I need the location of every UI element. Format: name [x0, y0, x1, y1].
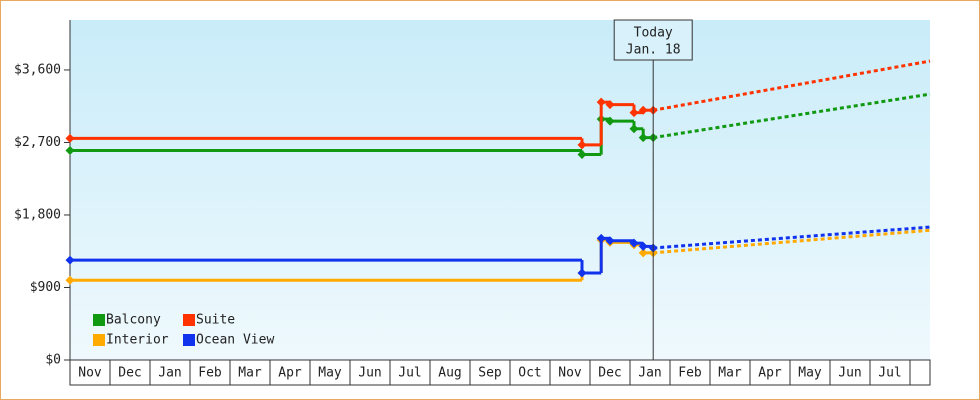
forecast-line [652, 59, 931, 112]
point [65, 275, 75, 285]
today-date: Jan. 18 [626, 43, 681, 58]
legend-swatch [93, 314, 105, 326]
x-tick-label: Mar [718, 366, 742, 381]
x-tick-label: Feb [678, 366, 702, 381]
point [638, 241, 648, 251]
x-tick-label: Jul [878, 366, 901, 381]
forecast-line [652, 92, 931, 140]
y-tick-label: $2,700 [14, 135, 61, 150]
x-tick-label: May [798, 366, 822, 381]
point [605, 236, 615, 246]
point [629, 124, 639, 134]
point [596, 97, 606, 107]
point [577, 268, 587, 278]
legend-label: Balcony [106, 313, 161, 328]
x-tick-label: Feb [198, 366, 222, 381]
forecast-line [653, 225, 931, 250]
point [65, 255, 75, 265]
legend-label: Ocean View [196, 333, 274, 348]
x-tick-label: Dec [118, 366, 141, 381]
point [596, 233, 606, 243]
point [638, 133, 648, 143]
plot-area [70, 20, 930, 360]
x-tick-label: Aug [438, 366, 461, 381]
x-tick-label: Jan [638, 366, 661, 381]
x-tick-label: Oct [518, 366, 541, 381]
point [629, 108, 639, 118]
x-tick-label: May [318, 366, 342, 381]
x-tick-label: Nov [558, 366, 582, 381]
y-tick-label: $0 [45, 353, 61, 368]
today-label: Today [634, 26, 673, 41]
point [605, 116, 615, 126]
x-tick-label: Apr [758, 366, 782, 381]
today-box [613, 19, 693, 61]
point [605, 100, 615, 110]
point [638, 105, 648, 115]
y-tick-label: $1,800 [14, 207, 61, 222]
x-tick-label: Jan [158, 366, 181, 381]
legend-swatch [93, 334, 105, 346]
x-tick-label: Jun [358, 366, 381, 381]
point [629, 238, 639, 248]
legend-swatch [183, 314, 195, 326]
legend-swatch [183, 334, 195, 346]
x-tick-label: Sep [478, 366, 502, 381]
x-tick-label: Nov [78, 366, 102, 381]
point [65, 133, 75, 143]
point [577, 140, 587, 150]
x-tick-label: Dec [598, 366, 621, 381]
y-tick-label: $900 [30, 280, 61, 295]
x-tick-label: Jun [838, 366, 861, 381]
legend-label: Suite [196, 313, 235, 328]
point [65, 146, 75, 156]
x-tick-label: Jul [398, 366, 421, 381]
point [577, 150, 587, 160]
point [638, 248, 648, 258]
x-tick-label: Mar [238, 366, 262, 381]
legend-label: Interior [106, 333, 169, 348]
x-tick-label: Apr [278, 366, 302, 381]
y-tick-label: $3,600 [14, 62, 61, 77]
forecast-line [653, 228, 931, 255]
